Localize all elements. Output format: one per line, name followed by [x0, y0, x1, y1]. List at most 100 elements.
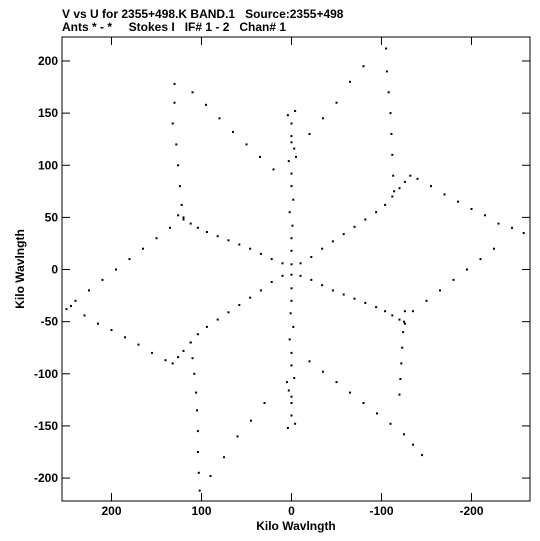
uv-point	[439, 289, 441, 292]
uv-point	[182, 218, 185, 221]
uv-point	[182, 216, 185, 219]
uv-point	[294, 110, 297, 112]
uv-point	[479, 258, 482, 261]
uv-point	[290, 172, 293, 175]
uv-point	[290, 141, 293, 144]
uv-point	[178, 185, 181, 188]
uv-point	[291, 224, 294, 227]
uv-point	[364, 301, 367, 304]
uv-point	[362, 402, 365, 404]
uv-point	[236, 435, 239, 438]
uv-point	[293, 147, 296, 150]
uv-point	[299, 262, 302, 265]
uv-point	[331, 240, 334, 243]
uv-point	[289, 312, 292, 315]
uv-point	[288, 338, 291, 341]
x-tick-label: 100	[191, 504, 211, 518]
uv-point	[402, 331, 405, 334]
uv-point	[173, 82, 176, 85]
uv-point	[232, 130, 234, 133]
x-tick-label: 200	[101, 504, 121, 518]
uv-point	[287, 160, 290, 163]
y-tick-label: 150	[38, 106, 58, 120]
uv-point	[466, 268, 468, 271]
uv-point	[342, 233, 345, 236]
uv-point	[216, 318, 219, 321]
uv-point	[497, 222, 500, 225]
uv-point	[196, 409, 198, 412]
uv-point	[392, 174, 395, 177]
uv-point	[389, 422, 392, 425]
uv-point	[218, 117, 221, 120]
uv-point	[457, 200, 459, 203]
uv-point	[452, 278, 455, 281]
y-tick-label: 100	[38, 158, 58, 172]
uv-point	[198, 489, 201, 492]
uv-point	[164, 359, 167, 362]
uv-point	[169, 226, 171, 229]
uv-point	[259, 155, 261, 158]
uv-point	[110, 329, 113, 331]
uv-point	[216, 235, 219, 238]
uv-point	[287, 389, 290, 392]
uv-point	[182, 349, 185, 352]
uv-point	[511, 226, 513, 229]
x-tick-label: -100	[369, 504, 393, 518]
uv-point	[353, 297, 356, 300]
uv-point	[416, 177, 419, 180]
uv-point	[263, 402, 266, 404]
uv-point	[137, 343, 140, 346]
uv-point	[189, 341, 192, 344]
y-tick-label: -200	[34, 471, 58, 485]
uv-point	[393, 190, 396, 193]
uv-point	[425, 299, 428, 302]
uv-point	[173, 101, 176, 104]
uv-point	[191, 357, 194, 360]
uv-point	[259, 289, 262, 292]
uv-point	[180, 203, 183, 206]
uv-point	[493, 247, 495, 250]
y-tick-label: -50	[41, 315, 59, 329]
uv-point	[322, 117, 324, 120]
plot-frame	[61, 36, 531, 502]
uv-point	[364, 218, 367, 221]
x-tick-label: 0	[288, 504, 295, 518]
uv-point	[193, 372, 196, 375]
uv-point	[223, 456, 225, 459]
uv-point	[308, 133, 311, 135]
uv-point	[391, 195, 394, 198]
uv-point	[398, 318, 401, 321]
uv-point	[362, 65, 365, 68]
uv-point	[177, 356, 180, 359]
uv-point	[403, 322, 406, 325]
uv-point	[299, 274, 302, 277]
uv-point	[375, 211, 378, 214]
uv-point	[321, 247, 324, 250]
uv-point	[155, 237, 158, 240]
tick-labels: 200 100 0 -100 -200 200 150 100 50 0 -50 -100 -150 -2…	[34, 54, 484, 518]
y-tick-label: 50	[45, 210, 59, 224]
uv-point	[196, 451, 199, 453]
y-tick-label: 200	[38, 54, 58, 68]
uv-point	[295, 155, 297, 158]
uv-point	[151, 351, 153, 354]
uv-point	[387, 91, 390, 94]
uv-point	[292, 198, 295, 201]
uv-point	[65, 308, 68, 311]
uv-point	[83, 314, 86, 317]
uv-point	[335, 101, 338, 104]
uv-point	[342, 293, 345, 296]
uv-point	[384, 310, 387, 313]
uv-point	[250, 419, 252, 422]
uv-point	[259, 252, 262, 255]
uv-point	[290, 185, 293, 188]
uv-point	[403, 180, 406, 183]
y-axis-label: Kilo Wavlngth	[13, 229, 27, 309]
uv-point	[376, 412, 378, 415]
uv-point	[403, 320, 405, 323]
uv-point	[391, 153, 394, 156]
uv-point	[115, 268, 117, 271]
uv-point	[470, 208, 473, 210]
uv-point	[209, 475, 212, 477]
